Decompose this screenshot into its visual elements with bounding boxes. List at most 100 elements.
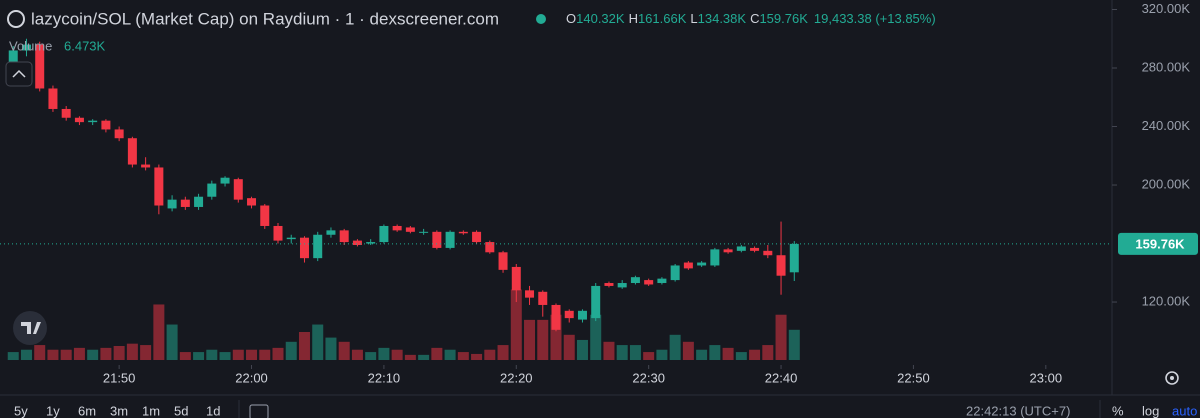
collapse-box[interactable] [5, 61, 33, 87]
candle-body [286, 237, 296, 240]
volume-bar [100, 347, 112, 360]
volume-bar [576, 339, 588, 360]
candle-body [763, 250, 773, 256]
volume-bar [325, 337, 337, 360]
volume-bar [404, 354, 416, 360]
volume-bar [735, 352, 747, 360]
volume-bar [87, 349, 99, 360]
y-tick-label: 240.00K [1142, 118, 1191, 133]
candle-body [551, 304, 561, 330]
volume-bar [431, 347, 443, 360]
candle-body [141, 164, 151, 168]
range-button[interactable]: 1y [46, 403, 60, 418]
range-button[interactable]: 3m [110, 403, 128, 418]
candle-body [432, 231, 442, 248]
scale-button[interactable]: log [1142, 403, 1159, 418]
x-tick-label: 22:20 [500, 370, 533, 385]
volume-bar [537, 319, 549, 360]
candle-body [710, 249, 720, 266]
volume-bar [232, 349, 244, 360]
collapse-button[interactable] [5, 61, 33, 87]
range-button[interactable]: 6m [78, 403, 96, 418]
settings-button[interactable] [1165, 371, 1179, 385]
range-button[interactable]: 5y [14, 403, 28, 418]
volume-bar [563, 334, 575, 360]
volume-bar [338, 341, 350, 360]
legend-high: 161.66K [638, 11, 687, 26]
x-tick-label: 22:00 [235, 370, 268, 385]
candle-body [233, 179, 243, 200]
volume-bar [590, 314, 602, 360]
candle-body [194, 196, 204, 207]
x-tick-label: 22:40 [765, 370, 798, 385]
legend-open-key: O [566, 11, 576, 26]
header: lazycoin/SOL (Market Cap) on Raydium · 1… [7, 9, 936, 53]
candle-body [630, 277, 640, 284]
candle-body [313, 234, 323, 259]
volume-bar [179, 352, 191, 360]
candle-body [472, 231, 482, 243]
candle-body [458, 231, 468, 234]
x-tick-label: 22:30 [632, 370, 665, 385]
scale-button[interactable]: % [1112, 403, 1124, 418]
y-tick-label: 280.00K [1142, 59, 1191, 74]
volume-bar [457, 352, 469, 360]
volume-bar [444, 349, 456, 360]
volume-bar [643, 352, 655, 360]
candle-body [445, 231, 455, 248]
candle-body [154, 167, 164, 206]
volume-bar [550, 314, 562, 360]
candle-body [657, 278, 667, 284]
x-tick-label: 21:50 [103, 370, 136, 385]
volume-bar [603, 341, 615, 360]
range-button[interactable]: 1d [206, 403, 220, 418]
candle-body [723, 249, 733, 253]
volume-bar [418, 354, 430, 360]
candle-body [326, 230, 336, 235]
gear-icon[interactable] [1165, 371, 1179, 385]
tv-logo[interactable] [13, 311, 47, 345]
volume-bar [484, 349, 496, 360]
volume-bar [696, 349, 708, 360]
volume-bar [749, 349, 761, 360]
candle-body [339, 230, 349, 243]
candle-body [8, 50, 18, 67]
y-tick-label: 320.00K [1142, 1, 1191, 16]
x-tick-label: 22:50 [897, 370, 930, 385]
candle-body [299, 237, 309, 259]
range-button[interactable]: 1m [142, 403, 160, 418]
calendar-icon[interactable] [249, 404, 269, 418]
plot-area [7, 38, 800, 360]
volume-bar [153, 304, 165, 360]
volume-bar [60, 349, 72, 360]
candle-body [617, 283, 627, 288]
volume-bar [497, 345, 509, 360]
gear-center [1170, 376, 1174, 380]
candle-body [260, 205, 270, 226]
candle-body [498, 252, 508, 270]
scale-button[interactable]: auto [1172, 403, 1197, 418]
range-button[interactable]: 5d [174, 403, 188, 418]
volume-bar [629, 345, 641, 360]
candle-body [511, 266, 521, 291]
candle-body [577, 310, 587, 320]
candle-body [789, 243, 799, 273]
status-dot [536, 14, 546, 24]
last-price-label: 159.76K [1135, 236, 1185, 251]
candle-body [180, 199, 190, 207]
candle-body [776, 255, 786, 276]
volume-bar [7, 352, 19, 360]
volume-bar [47, 349, 59, 360]
volume-bar [471, 353, 483, 360]
candle-body [525, 290, 535, 298]
candle-body [101, 120, 111, 130]
volume-bar [365, 352, 377, 360]
candle-body [273, 225, 283, 241]
volume-bar [73, 347, 85, 360]
candle-body [697, 262, 707, 266]
legend-close: 159.76K [759, 11, 808, 26]
candle-body [538, 291, 548, 305]
volume-bar [788, 329, 800, 360]
candle-body [604, 283, 614, 286]
volume-bar [762, 345, 774, 360]
